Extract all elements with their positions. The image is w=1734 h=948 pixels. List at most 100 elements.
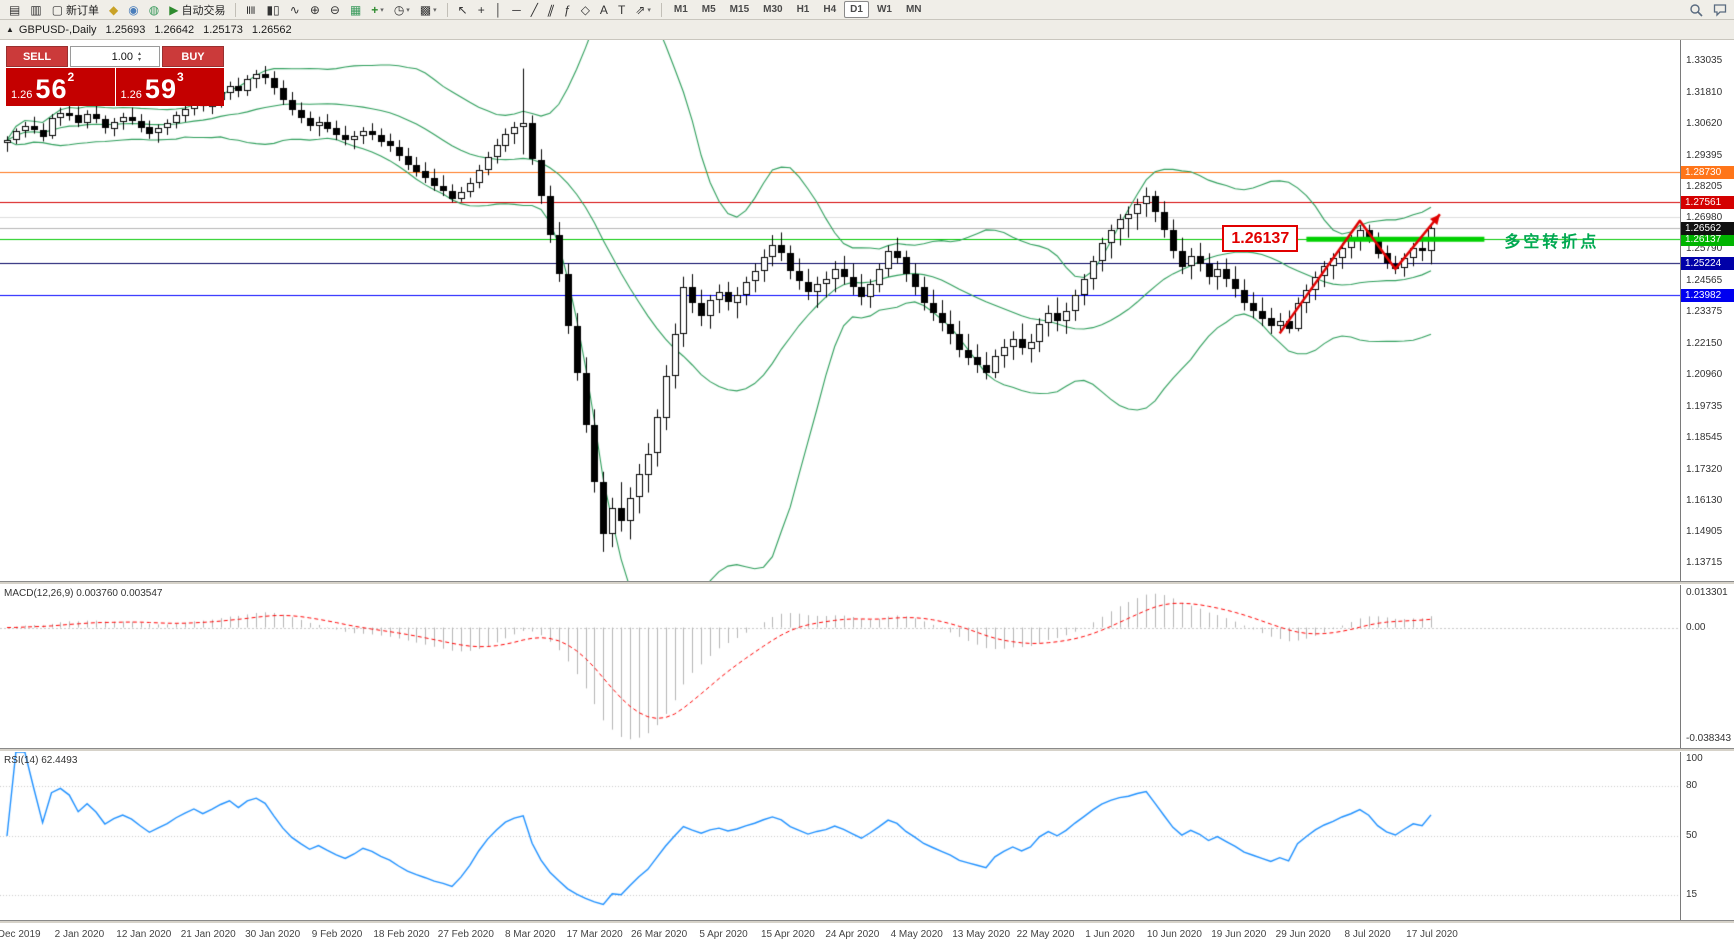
indicators-button[interactable]: + ▾ xyxy=(367,1,388,19)
price-scale-label: 1.33035 xyxy=(1686,54,1723,66)
price-tag: 1.26137 xyxy=(1681,233,1734,247)
price-callout-label[interactable]: 1.26137 xyxy=(1222,225,1299,253)
chart-profiles-button[interactable]: ▥ xyxy=(26,1,45,19)
bar-chart-button[interactable]: ≣ xyxy=(242,1,260,19)
time-axis[interactable] xyxy=(0,924,1734,948)
timeframe-H1[interactable]: H1 xyxy=(796,4,810,15)
bid-quote-panel[interactable]: 1.26 56 2 xyxy=(6,68,115,106)
equidistant-channel-button[interactable]: ∥ xyxy=(544,1,558,19)
vertical-line-button[interactable]: │ xyxy=(491,1,507,19)
panel-separator[interactable] xyxy=(0,748,1734,752)
cursor-button[interactable]: ↖ xyxy=(454,1,472,19)
timeframe-MN[interactable]: MN xyxy=(905,4,922,15)
horizontal-line-button[interactable]: ─ xyxy=(508,1,525,19)
timeframe-M15[interactable]: M15 xyxy=(729,4,750,15)
date-label: 10 Jun 2020 xyxy=(1146,929,1202,940)
timeframe-H4[interactable]: H4 xyxy=(823,4,837,15)
date-label: 24 Apr 2020 xyxy=(825,929,880,940)
price-chart-canvas[interactable] xyxy=(0,40,1680,581)
data-window-button[interactable]: ◉ xyxy=(124,1,142,19)
bid-price-point: 2 xyxy=(67,70,75,84)
buy-button[interactable]: BUY xyxy=(162,46,224,67)
new-order-button[interactable]: ▢ 新订单 xyxy=(48,1,103,19)
volume-up-button[interactable]: ▴ xyxy=(138,50,142,57)
chart-tab-bar[interactable]: ▲ GBPUSD-,Daily 1.25693 1.26642 1.25173 … xyxy=(0,20,1734,40)
date-label: 2 Jan 2020 xyxy=(54,929,105,940)
equidistant-channel-icon: ∥ xyxy=(545,2,557,17)
date-label: 1 Jun 2020 xyxy=(1085,929,1135,940)
date-label: 8 Mar 2020 xyxy=(504,929,556,940)
price-scale-axis[interactable] xyxy=(1680,40,1734,924)
candlestick-chart-button[interactable]: ▮▯ xyxy=(263,1,284,19)
main-toolbar: ▤ ▥ ▢ 新订单 ◆ ◉ ◍ ▶ 自动交易 ≣ ▮▯ ∿ ⊕ ⊖ ▦ + ▾ ◷ ▾ ▩ ▾ ↖ + │ ─ ╱ ∥ ƒ ◇ A T ⇗ ▾ M… xyxy=(0,0,1734,20)
timeframe-M5[interactable]: M5 xyxy=(701,4,716,15)
rsi-scale-max: 100 xyxy=(1686,753,1703,764)
rsi-panel-canvas[interactable] xyxy=(0,752,1680,920)
navigator-button[interactable]: ◍ xyxy=(145,1,163,19)
tile-windows-button[interactable]: ▦ xyxy=(346,1,365,19)
rsi-level-label: 80 xyxy=(1686,779,1698,791)
price-scale-label: 1.24565 xyxy=(1686,275,1723,287)
fibonacci-icon: ƒ xyxy=(564,2,571,17)
crosshair-button[interactable]: + xyxy=(474,1,489,19)
trendline-icon: ╱ xyxy=(530,2,538,17)
ask-price-point: 3 xyxy=(176,70,184,84)
price-scale-label: 1.23375 xyxy=(1686,306,1723,318)
indicators-dropdown-arrow-icon[interactable]: ▾ xyxy=(380,6,384,14)
timeframe-W1[interactable]: W1 xyxy=(876,4,892,15)
price-tag: 1.23982 xyxy=(1681,289,1734,303)
ohlc-low: 1.25173 xyxy=(203,23,243,36)
search-button[interactable] xyxy=(1688,2,1704,18)
shapes-button[interactable]: ◇ xyxy=(577,1,594,19)
arrow-tools-dropdown-arrow-icon[interactable]: ▾ xyxy=(647,6,651,14)
volume-field: ▴ ▾ xyxy=(70,46,160,67)
price-scale-label: 1.20960 xyxy=(1686,368,1723,380)
zoom-out-button[interactable]: ⊖ xyxy=(326,1,344,19)
horizontal-line-icon: ─ xyxy=(512,2,521,17)
rsi-level-label: 50 xyxy=(1686,830,1698,841)
panel-separator[interactable] xyxy=(0,920,1734,924)
shapes-icon: ◇ xyxy=(580,2,590,17)
volume-input[interactable] xyxy=(71,49,135,64)
macd-panel-canvas[interactable] xyxy=(0,585,1680,748)
chat-button[interactable] xyxy=(1712,2,1728,18)
fibonacci-button[interactable]: ƒ xyxy=(560,1,575,19)
chat-icon xyxy=(1713,4,1727,17)
toolbar-separator xyxy=(235,2,237,17)
volume-spinner: ▴ ▾ xyxy=(138,51,141,63)
zoom-in-button[interactable]: ⊕ xyxy=(306,1,324,19)
volume-down-button[interactable]: ▾ xyxy=(138,56,142,63)
text-label-button[interactable]: T xyxy=(614,1,629,19)
timeframe-M1[interactable]: M1 xyxy=(673,4,688,15)
timeframe-D1[interactable]: D1 xyxy=(844,1,869,18)
sell-button[interactable]: SELL xyxy=(6,46,68,67)
chart-window-button[interactable]: ▤ xyxy=(5,1,24,19)
market-watch-button[interactable]: ◆ xyxy=(105,1,122,19)
line-chart-button[interactable]: ∿ xyxy=(286,1,304,19)
new-order-label: 新订单 xyxy=(66,4,100,17)
templates-dropdown-arrow-icon[interactable]: ▾ xyxy=(433,6,437,14)
date-label: 18 Feb 2020 xyxy=(373,929,430,940)
bid-price-prefix: 1.26 xyxy=(11,89,33,101)
ask-quote-panel[interactable]: 1.26 59 3 xyxy=(115,68,224,106)
crosshair-icon: + xyxy=(477,2,485,17)
arrow-tools-button[interactable]: ⇗ ▾ xyxy=(631,1,655,19)
annotation-note[interactable]: 多空转折点 xyxy=(1504,234,1600,252)
price-scale-label: 1.25790 xyxy=(1686,243,1723,255)
autotrading-icon: ▶ xyxy=(169,2,179,17)
data-window-icon: ◉ xyxy=(128,2,139,17)
rsi-level-label: 15 xyxy=(1686,888,1698,900)
templates-icon: ▩ xyxy=(419,2,432,17)
text-button[interactable]: A xyxy=(596,1,612,19)
templates-button[interactable]: ▩ ▾ xyxy=(416,1,441,19)
date-label: 21 Jan 2020 xyxy=(180,929,236,940)
bid-price-pips: 56 xyxy=(35,74,68,104)
autotrading-button[interactable]: ▶ 自动交易 xyxy=(165,1,229,19)
timeframe-M30[interactable]: M30 xyxy=(763,4,783,15)
periods-button[interactable]: ◷ ▾ xyxy=(390,1,414,19)
periods-dropdown-arrow-icon[interactable]: ▾ xyxy=(406,6,410,14)
trendline-button[interactable]: ╱ xyxy=(527,1,542,19)
panel-separator[interactable] xyxy=(0,581,1734,585)
text-icon: A xyxy=(599,2,608,17)
